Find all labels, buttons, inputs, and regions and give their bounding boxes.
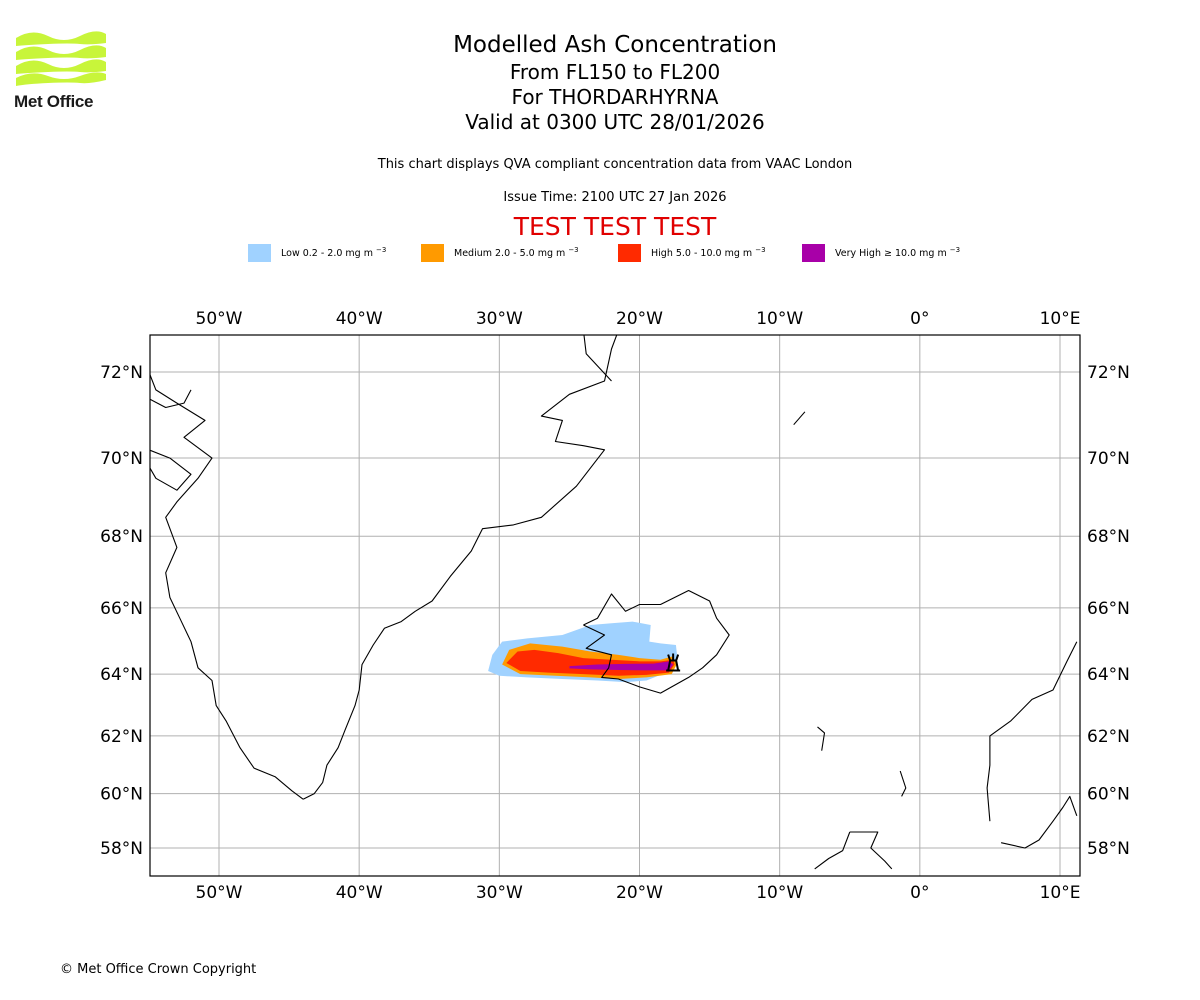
lat-label-right: 58°N xyxy=(1087,839,1130,859)
lat-label-right: 64°N xyxy=(1087,665,1130,685)
lon-label-top: 20°W xyxy=(616,309,663,329)
legend-item-low: Low 0.2 - 2.0 mg m −3 xyxy=(248,244,386,262)
volcano-icon xyxy=(666,653,681,672)
coastlines xyxy=(150,335,1078,870)
met-office-waves-icon xyxy=(16,31,106,86)
chart-titles: Modelled Ash Concentration From FL150 to… xyxy=(0,30,1200,135)
lon-label-bottom: 30°W xyxy=(476,883,523,903)
lat-label-right: 66°N xyxy=(1087,599,1130,619)
valid-time: Valid at 0300 UTC 28/01/2026 xyxy=(465,110,765,134)
map-frame xyxy=(149,334,1081,877)
lat-label-left: 60°N xyxy=(100,785,143,805)
axis-labels: 50°W 50°W 40°W 40°W 30°W 30°W 20°W 20°W 10°W 10°W… xyxy=(100,309,1130,903)
met-office-logo: Met Office xyxy=(14,30,106,112)
lat-label-left: 72°N xyxy=(100,363,143,383)
legend-label-very-high: Very High ≥ 10.0 mg m −3 xyxy=(835,246,961,260)
logo-text: Met Office xyxy=(14,92,94,111)
lon-label-top: 50°W xyxy=(196,309,243,329)
legend-swatch-very-high xyxy=(802,244,825,262)
legend-item-medium: Medium 2.0 - 5.0 mg m −3 xyxy=(421,244,579,262)
graticule xyxy=(150,335,1080,876)
coastline xyxy=(986,641,1078,822)
lat-label-left: 70°N xyxy=(100,449,143,469)
coastline xyxy=(1000,795,1078,849)
lon-label-bottom: 10°E xyxy=(1040,883,1081,903)
coastline xyxy=(899,770,907,797)
lat-label-left: 64°N xyxy=(100,665,143,685)
chart-title: Modelled Ash Concentration xyxy=(453,32,777,58)
test-banner: TEST TEST TEST xyxy=(513,212,717,241)
lon-label-top: 40°W xyxy=(336,309,383,329)
lat-label-right: 60°N xyxy=(1087,785,1130,805)
legend-label-high: High 5.0 - 10.0 mg m −3 xyxy=(651,246,766,260)
coastline xyxy=(150,389,192,409)
legend-item-high: High 5.0 - 10.0 mg m −3 xyxy=(618,244,766,262)
lat-label-right: 72°N xyxy=(1087,363,1130,383)
coastline xyxy=(814,831,851,870)
lon-label-bottom: 40°W xyxy=(336,883,383,903)
lon-label-bottom: 50°W xyxy=(196,883,243,903)
coastline xyxy=(793,411,806,426)
volcano-symbol xyxy=(666,653,681,672)
lon-label-bottom: 0° xyxy=(910,883,929,903)
chart-description: This chart displays QVA compliant concen… xyxy=(377,157,853,172)
lon-label-top: 30°W xyxy=(476,309,523,329)
coastline xyxy=(817,726,826,751)
legend-swatch-low xyxy=(248,244,271,262)
coastline xyxy=(583,589,730,694)
coastline xyxy=(150,373,304,800)
lon-label-top: 10°W xyxy=(756,309,803,329)
lat-label-left: 66°N xyxy=(100,599,143,619)
copyright: © Met Office Crown Copyright xyxy=(60,962,257,977)
legend: Low 0.2 - 2.0 mg m −3 Medium 2.0 - 5.0 m… xyxy=(0,244,1200,264)
legend-swatch-high xyxy=(618,244,641,262)
legend-label-medium: Medium 2.0 - 5.0 mg m −3 xyxy=(454,246,579,260)
lat-label-right: 68°N xyxy=(1087,527,1130,547)
lon-label-bottom: 10°W xyxy=(756,883,803,903)
issue-time: Issue Time: 2100 UTC 27 Jan 2026 xyxy=(503,190,727,205)
legend-item-very-high: Very High ≥ 10.0 mg m −3 xyxy=(802,244,960,262)
lat-label-right: 62°N xyxy=(1087,727,1130,747)
coastline xyxy=(150,449,192,491)
legend-swatch-medium xyxy=(421,244,444,262)
lat-label-left: 58°N xyxy=(100,839,143,859)
lat-label-left: 62°N xyxy=(100,727,143,747)
lat-label-left: 68°N xyxy=(100,527,143,547)
lon-label-top: 0° xyxy=(910,309,929,329)
coastline xyxy=(583,335,612,382)
lat-label-right: 70°N xyxy=(1087,449,1130,469)
ash-area-very-high xyxy=(569,661,674,671)
lon-label-top: 10°E xyxy=(1040,309,1081,329)
volcano-name: For THORDARHYRNA xyxy=(511,85,719,109)
coastline xyxy=(302,335,618,800)
ash-layers xyxy=(488,621,678,683)
legend-label-low: Low 0.2 - 2.0 mg m −3 xyxy=(281,246,387,260)
lon-label-bottom: 20°W xyxy=(616,883,663,903)
flight-levels: From FL150 to FL200 xyxy=(509,60,721,84)
coastline xyxy=(849,831,893,870)
